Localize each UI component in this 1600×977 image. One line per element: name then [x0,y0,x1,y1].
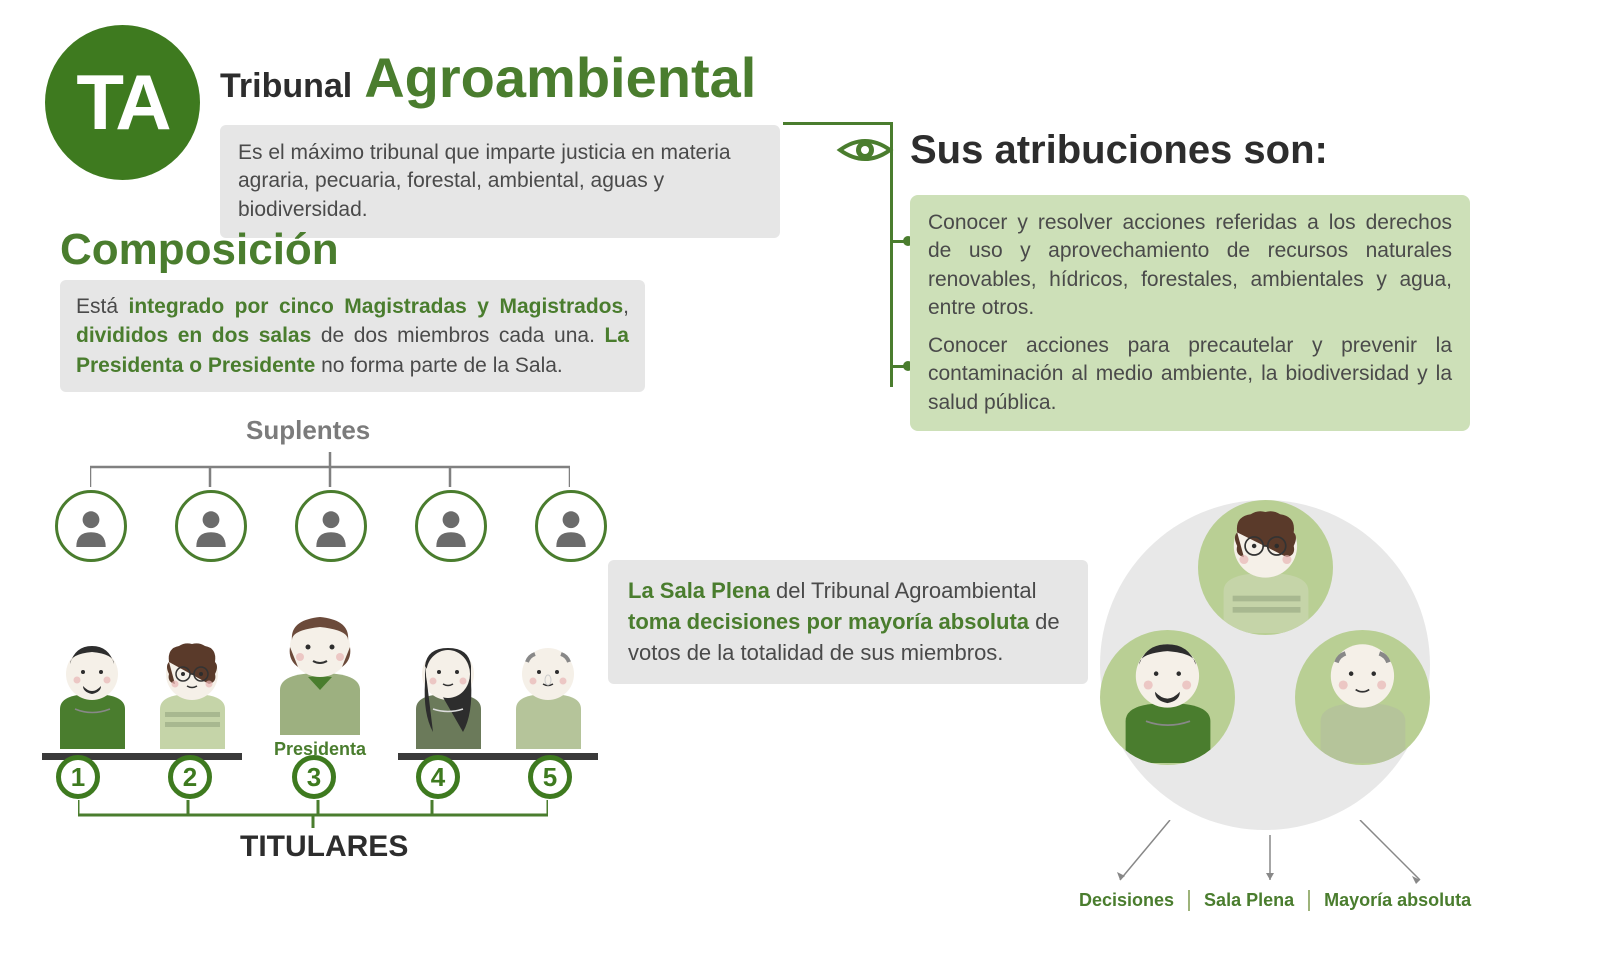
label-decisiones: Decisiones [1065,890,1188,911]
comp-text: Está [76,295,129,318]
sala-plena-box: La Sala Plena del Tribunal Agroambiental… [608,560,1088,684]
titulares-tree [78,800,548,830]
titular-group-1 [42,634,242,760]
title-small: Tribunal [220,67,352,106]
titular-person-1 [42,634,142,749]
num-4: 4 [416,755,460,799]
titular-person-5 [498,634,598,749]
suplentes-tree [90,452,570,492]
sala-plena-diagram [1100,500,1430,830]
sala-labels: Decisiones Sala Plena Mayoría absoluta [1065,890,1485,911]
label-mayoria: Mayoría absoluta [1308,890,1485,911]
titulares-label: TITULARES [240,830,408,864]
comp-text: no forma parte de la Sala. [315,354,562,377]
comp-highlight: divididos en dos salas [76,324,311,347]
comp-text: de dos miembros cada una. [311,324,604,347]
titular-group-2 [398,634,598,760]
suplentes-label: Suplentes [246,415,370,446]
suplente-icon [55,490,127,562]
num-5: 5 [528,755,572,799]
eye-icon [836,130,894,175]
description-box: Es el máximo tribunal que imparte justic… [220,125,780,238]
sala-hl: toma decisiones por mayoría absoluta [628,609,1029,634]
atribucion-2: Conocer acciones para precautelar y prev… [910,318,1470,431]
titular-numbers: 1 2 3 4 5 [56,755,572,799]
diagram-person-right [1295,630,1430,765]
main-title: Tribunal Agroambiental [220,45,756,110]
titular-person-3 [260,605,380,735]
atribuciones-title: Sus atribuciones son: [910,128,1328,173]
diagram-person-top [1198,500,1333,635]
sala-text: del Tribunal Agroambiental [770,578,1037,603]
num-2: 2 [168,755,212,799]
comp-text: , [623,295,629,318]
composicion-box: Está integrado por cinco Magistradas y M… [60,280,645,392]
suplente-icon [535,490,607,562]
diagram-person-left [1100,630,1235,765]
num-1: 1 [56,755,100,799]
diagram-arrows [1090,820,1450,895]
connector-line [783,122,893,125]
logo-badge: TA [45,25,200,180]
logo-abbrev: TA [76,57,168,148]
suplente-icon [175,490,247,562]
num-3: 3 [292,755,336,799]
atribucion-1: Conocer y resolver acciones referidas a … [910,195,1470,336]
titular-person-2 [142,634,242,749]
presidenta-group: Presidenta [260,605,380,760]
titulares-row: Presidenta [42,605,598,760]
suplente-icon [415,490,487,562]
titular-person-4 [398,634,498,749]
sala-hl: La Sala Plena [628,578,770,603]
label-sala-plena: Sala Plena [1188,890,1308,911]
comp-highlight: integrado por cinco Magistradas y Magist… [129,295,624,318]
title-big: Agroambiental [364,45,756,110]
suplentes-row [55,490,607,562]
suplente-icon [295,490,367,562]
composicion-title: Composición [60,225,339,275]
